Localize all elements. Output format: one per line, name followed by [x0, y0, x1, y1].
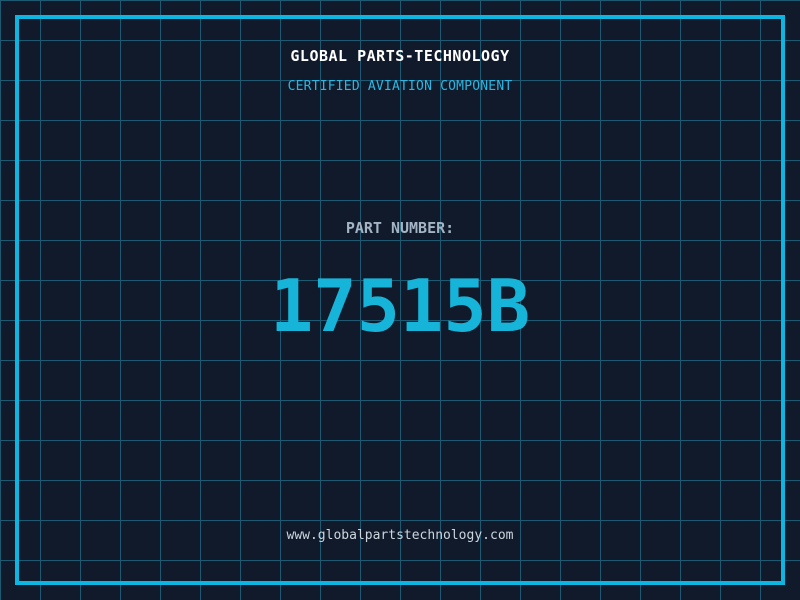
company-title: GLOBAL PARTS-TECHNOLOGY	[290, 47, 510, 65]
website-url: www.globalpartstechnology.com	[286, 528, 514, 543]
certification-subtitle: CERTIFIED AVIATION COMPONENT	[287, 79, 513, 94]
part-number-value: 17515B	[269, 264, 531, 348]
frame-border	[15, 15, 785, 585]
part-number-label: PART NUMBER:	[345, 219, 455, 237]
